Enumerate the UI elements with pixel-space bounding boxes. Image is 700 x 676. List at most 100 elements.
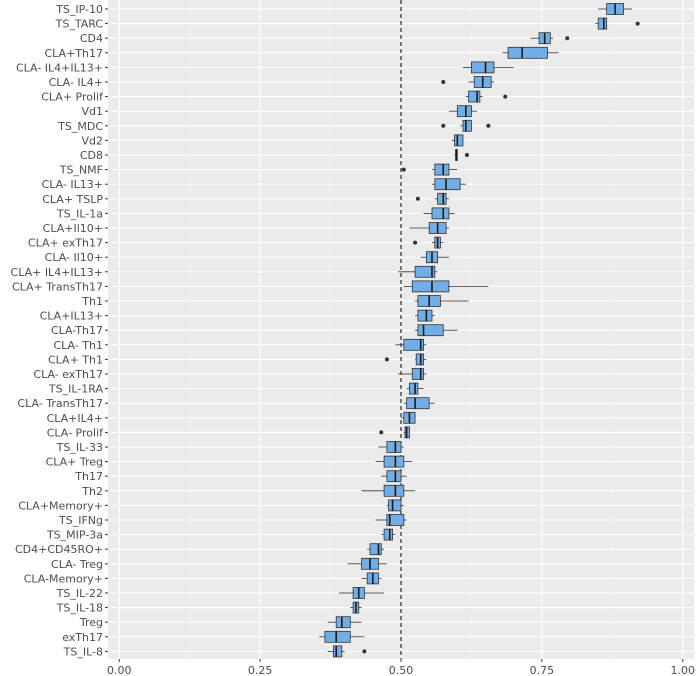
category-label: CLA- TransTh17 — [17, 397, 103, 410]
category-label: CLA+Memory+ — [18, 499, 103, 512]
outlier-point — [486, 123, 491, 128]
box-group — [381, 528, 396, 541]
outlier-point — [441, 80, 446, 84]
box-iqr — [471, 61, 495, 74]
box-group — [415, 295, 469, 307]
box-iqr — [386, 470, 402, 483]
category-label: exTh17 — [62, 631, 103, 644]
box-group — [327, 616, 362, 629]
box-group — [441, 76, 494, 88]
category-label: CLA+ Treg — [46, 456, 103, 469]
box-iqr — [335, 616, 351, 629]
box-iqr — [383, 484, 405, 497]
category-label: CLA- Th1 — [54, 339, 104, 352]
box-group — [378, 441, 404, 453]
box-iqr — [434, 163, 450, 176]
category-label: CLA+ TransTh17 — [12, 280, 103, 293]
box-iqr — [386, 514, 405, 526]
outlier-point — [441, 123, 446, 128]
box-iqr — [406, 397, 430, 410]
box-group — [454, 149, 469, 161]
category-label: TS_IL-8 — [63, 645, 103, 658]
box-group — [465, 90, 508, 103]
outlier-point — [401, 167, 406, 172]
outlier-point — [415, 196, 420, 201]
box-group — [462, 61, 514, 74]
category-label: TS_IL-1a — [56, 207, 103, 220]
box-iqr — [411, 368, 424, 380]
category-label: TS_TARC — [55, 18, 104, 31]
box-iqr — [597, 17, 608, 30]
box-group — [319, 630, 365, 643]
x-tick-label: 0.50 — [389, 664, 414, 676]
box-group — [386, 499, 404, 512]
box-group — [379, 426, 410, 439]
box-group — [413, 236, 444, 249]
box-group — [347, 557, 387, 570]
box-iqr — [507, 46, 548, 59]
category-label: CLA+ exTh17 — [28, 237, 103, 250]
outlier-point — [464, 153, 469, 157]
box-iqr — [417, 309, 433, 322]
outlier-point — [379, 430, 384, 435]
outlier-point — [413, 240, 418, 245]
box-group — [327, 645, 367, 658]
category-label: CD4+CD45RO+ — [15, 543, 103, 556]
category-label: CLA- IL13+ — [42, 178, 103, 191]
category-label: CLA+Il10+ — [43, 222, 103, 235]
outlier-point — [362, 649, 367, 654]
box-group — [595, 17, 640, 30]
category-label: TS_MDC — [57, 120, 103, 133]
category-label: Vd1 — [81, 105, 103, 118]
box-group — [384, 353, 427, 366]
box-group — [401, 411, 416, 424]
category-label: TS_IL-18 — [56, 602, 103, 615]
category-label: TS_MIP-3a — [46, 529, 103, 542]
box-group — [409, 222, 449, 234]
category-label: CLA- Il10+ — [45, 251, 103, 264]
box-iqr — [454, 134, 464, 147]
box-iqr — [462, 119, 472, 132]
box-group — [403, 280, 489, 293]
category-label: CLA- Treg — [51, 558, 103, 571]
x-tick-label: 0.00 — [107, 664, 132, 676]
box-group — [441, 119, 491, 132]
box-iqr — [411, 280, 450, 293]
category-label: CLA- Prolif — [47, 426, 104, 439]
category-label: CLA- IL4+IL13+ — [16, 61, 103, 74]
category-label: TS_NMF — [59, 164, 103, 177]
box-group — [403, 397, 435, 410]
x-tick-label: 1.00 — [670, 664, 695, 676]
category-label: CLA+ TSLP — [42, 193, 103, 206]
category-label: TS_IFNg — [58, 514, 103, 527]
box-group — [361, 484, 416, 497]
box-group — [398, 265, 438, 278]
category-label: CLA+IL13+ — [40, 310, 103, 323]
box-iqr — [417, 324, 444, 337]
box-group — [401, 163, 458, 176]
box-iqr — [468, 90, 481, 103]
category-label: CLA+IL4+ — [47, 412, 103, 425]
category-label: CLA+ IL4+IL13+ — [11, 266, 103, 279]
outlier-point — [503, 94, 508, 99]
box-iqr — [437, 192, 447, 205]
box-group — [431, 178, 466, 191]
box-group — [406, 382, 424, 395]
category-label: TS_IL-22 — [56, 587, 103, 600]
x-axis-ticks: 0.00 0.25 0.50 0.75 1.00 — [107, 659, 695, 676]
box-group — [395, 338, 427, 351]
category-label: Vd2 — [81, 134, 103, 147]
category-label: TS_IL-1RA — [48, 383, 104, 396]
outlier-point — [635, 21, 640, 26]
category-label: Th1 — [81, 295, 103, 308]
box-group — [350, 601, 362, 614]
box-group — [415, 324, 458, 337]
category-label: CLA+ Th1 — [48, 353, 103, 366]
box-iqr — [369, 543, 382, 556]
outlier-point — [565, 36, 570, 41]
box-iqr — [388, 499, 402, 512]
box-group — [423, 207, 455, 220]
category-label: CD8 — [80, 149, 103, 162]
box-iqr — [431, 207, 450, 220]
